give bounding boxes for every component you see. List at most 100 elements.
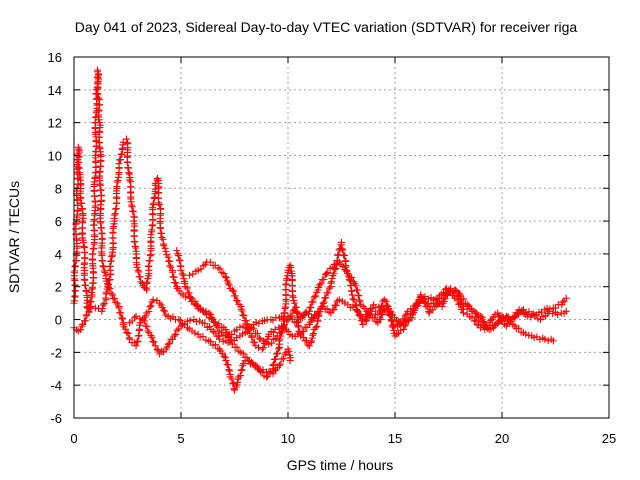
data-point	[352, 306, 360, 314]
data-point	[305, 342, 313, 350]
data-point	[458, 305, 466, 313]
data-point	[320, 275, 328, 283]
data-point	[559, 298, 567, 306]
data-point	[231, 386, 238, 394]
data-point	[225, 281, 233, 289]
data-point	[307, 316, 315, 324]
data-point	[146, 303, 154, 311]
data-point	[270, 360, 278, 368]
x-tick-label: 20	[495, 431, 509, 446]
y-tick-label: 0	[55, 313, 62, 328]
data-point	[324, 289, 332, 297]
data-point	[354, 286, 362, 294]
data-point	[142, 312, 150, 320]
data-point	[179, 271, 187, 279]
data-point	[380, 296, 388, 304]
data-point	[317, 304, 325, 312]
data-point	[205, 309, 213, 317]
data-point	[104, 282, 112, 290]
data-point	[164, 340, 172, 348]
data-point	[404, 317, 412, 325]
data-point	[171, 330, 179, 338]
data-point	[132, 342, 140, 350]
data-point	[288, 312, 296, 320]
data-point	[348, 291, 356, 299]
data-point	[212, 341, 220, 349]
data-point	[487, 316, 495, 324]
data-point	[400, 325, 408, 333]
plot-frame	[73, 56, 610, 419]
data-point	[153, 345, 161, 353]
data-point	[143, 322, 151, 330]
y-tick-label: 8	[55, 181, 62, 196]
data-point	[271, 325, 279, 333]
data-point	[460, 295, 468, 303]
data-point	[341, 299, 349, 307]
data-point	[158, 234, 166, 241]
data-point	[275, 361, 283, 369]
y-tick-label: 4	[55, 247, 62, 262]
data-point	[107, 257, 115, 265]
data-point	[314, 307, 322, 315]
data-point	[438, 302, 446, 310]
data-point	[126, 176, 134, 184]
x-tick-label: 25	[602, 431, 616, 446]
data-point	[452, 287, 460, 295]
data-points	[70, 66, 570, 394]
data-point	[297, 312, 305, 320]
data-point	[276, 360, 284, 368]
data-point	[234, 297, 242, 305]
data-point	[429, 299, 437, 307]
series-track-b	[70, 135, 294, 378]
data-point	[453, 296, 461, 304]
data-point	[216, 265, 224, 273]
data-point	[101, 269, 109, 277]
data-point	[238, 307, 246, 315]
data-point	[309, 315, 317, 323]
data-point	[549, 310, 557, 318]
data-point	[302, 308, 310, 316]
data-point	[224, 334, 232, 342]
y-tick-label: 10	[48, 148, 62, 163]
data-point	[149, 296, 157, 304]
data-point	[312, 324, 320, 332]
data-point	[97, 197, 105, 205]
data-point	[250, 338, 258, 346]
data-point	[372, 304, 380, 312]
data-point	[228, 286, 236, 294]
data-point	[156, 201, 164, 209]
data-point	[76, 326, 84, 334]
data-point	[531, 312, 539, 320]
data-point	[562, 307, 570, 315]
data-point	[312, 311, 320, 319]
data-point	[221, 273, 229, 281]
data-point	[324, 268, 332, 276]
data-point	[181, 283, 189, 291]
series-track-e	[173, 247, 322, 348]
data-point	[274, 349, 282, 357]
data-point	[222, 274, 230, 282]
data-point	[309, 298, 317, 306]
data-point	[147, 332, 155, 340]
data-point	[425, 309, 433, 317]
data-point	[237, 366, 245, 374]
data-point	[150, 338, 158, 346]
data-point	[522, 309, 530, 317]
data-point	[169, 268, 177, 276]
data-point	[287, 263, 295, 271]
data-point	[173, 283, 181, 291]
data-point	[149, 337, 157, 345]
x-tick-label: 0	[70, 431, 77, 446]
data-point	[279, 355, 287, 363]
data-point	[309, 330, 317, 338]
data-point	[173, 247, 181, 255]
data-point	[78, 322, 86, 330]
data-point	[131, 314, 139, 322]
data-point	[235, 373, 243, 381]
data-point	[250, 325, 258, 333]
data-point	[214, 332, 222, 340]
data-point	[239, 311, 247, 319]
data-point	[183, 284, 191, 292]
axis-ticks: 0 5 10 15 20 25 -6 -4 -2 0 2 4 6 8 10 12 14 16	[48, 50, 617, 446]
data-point	[105, 280, 113, 288]
